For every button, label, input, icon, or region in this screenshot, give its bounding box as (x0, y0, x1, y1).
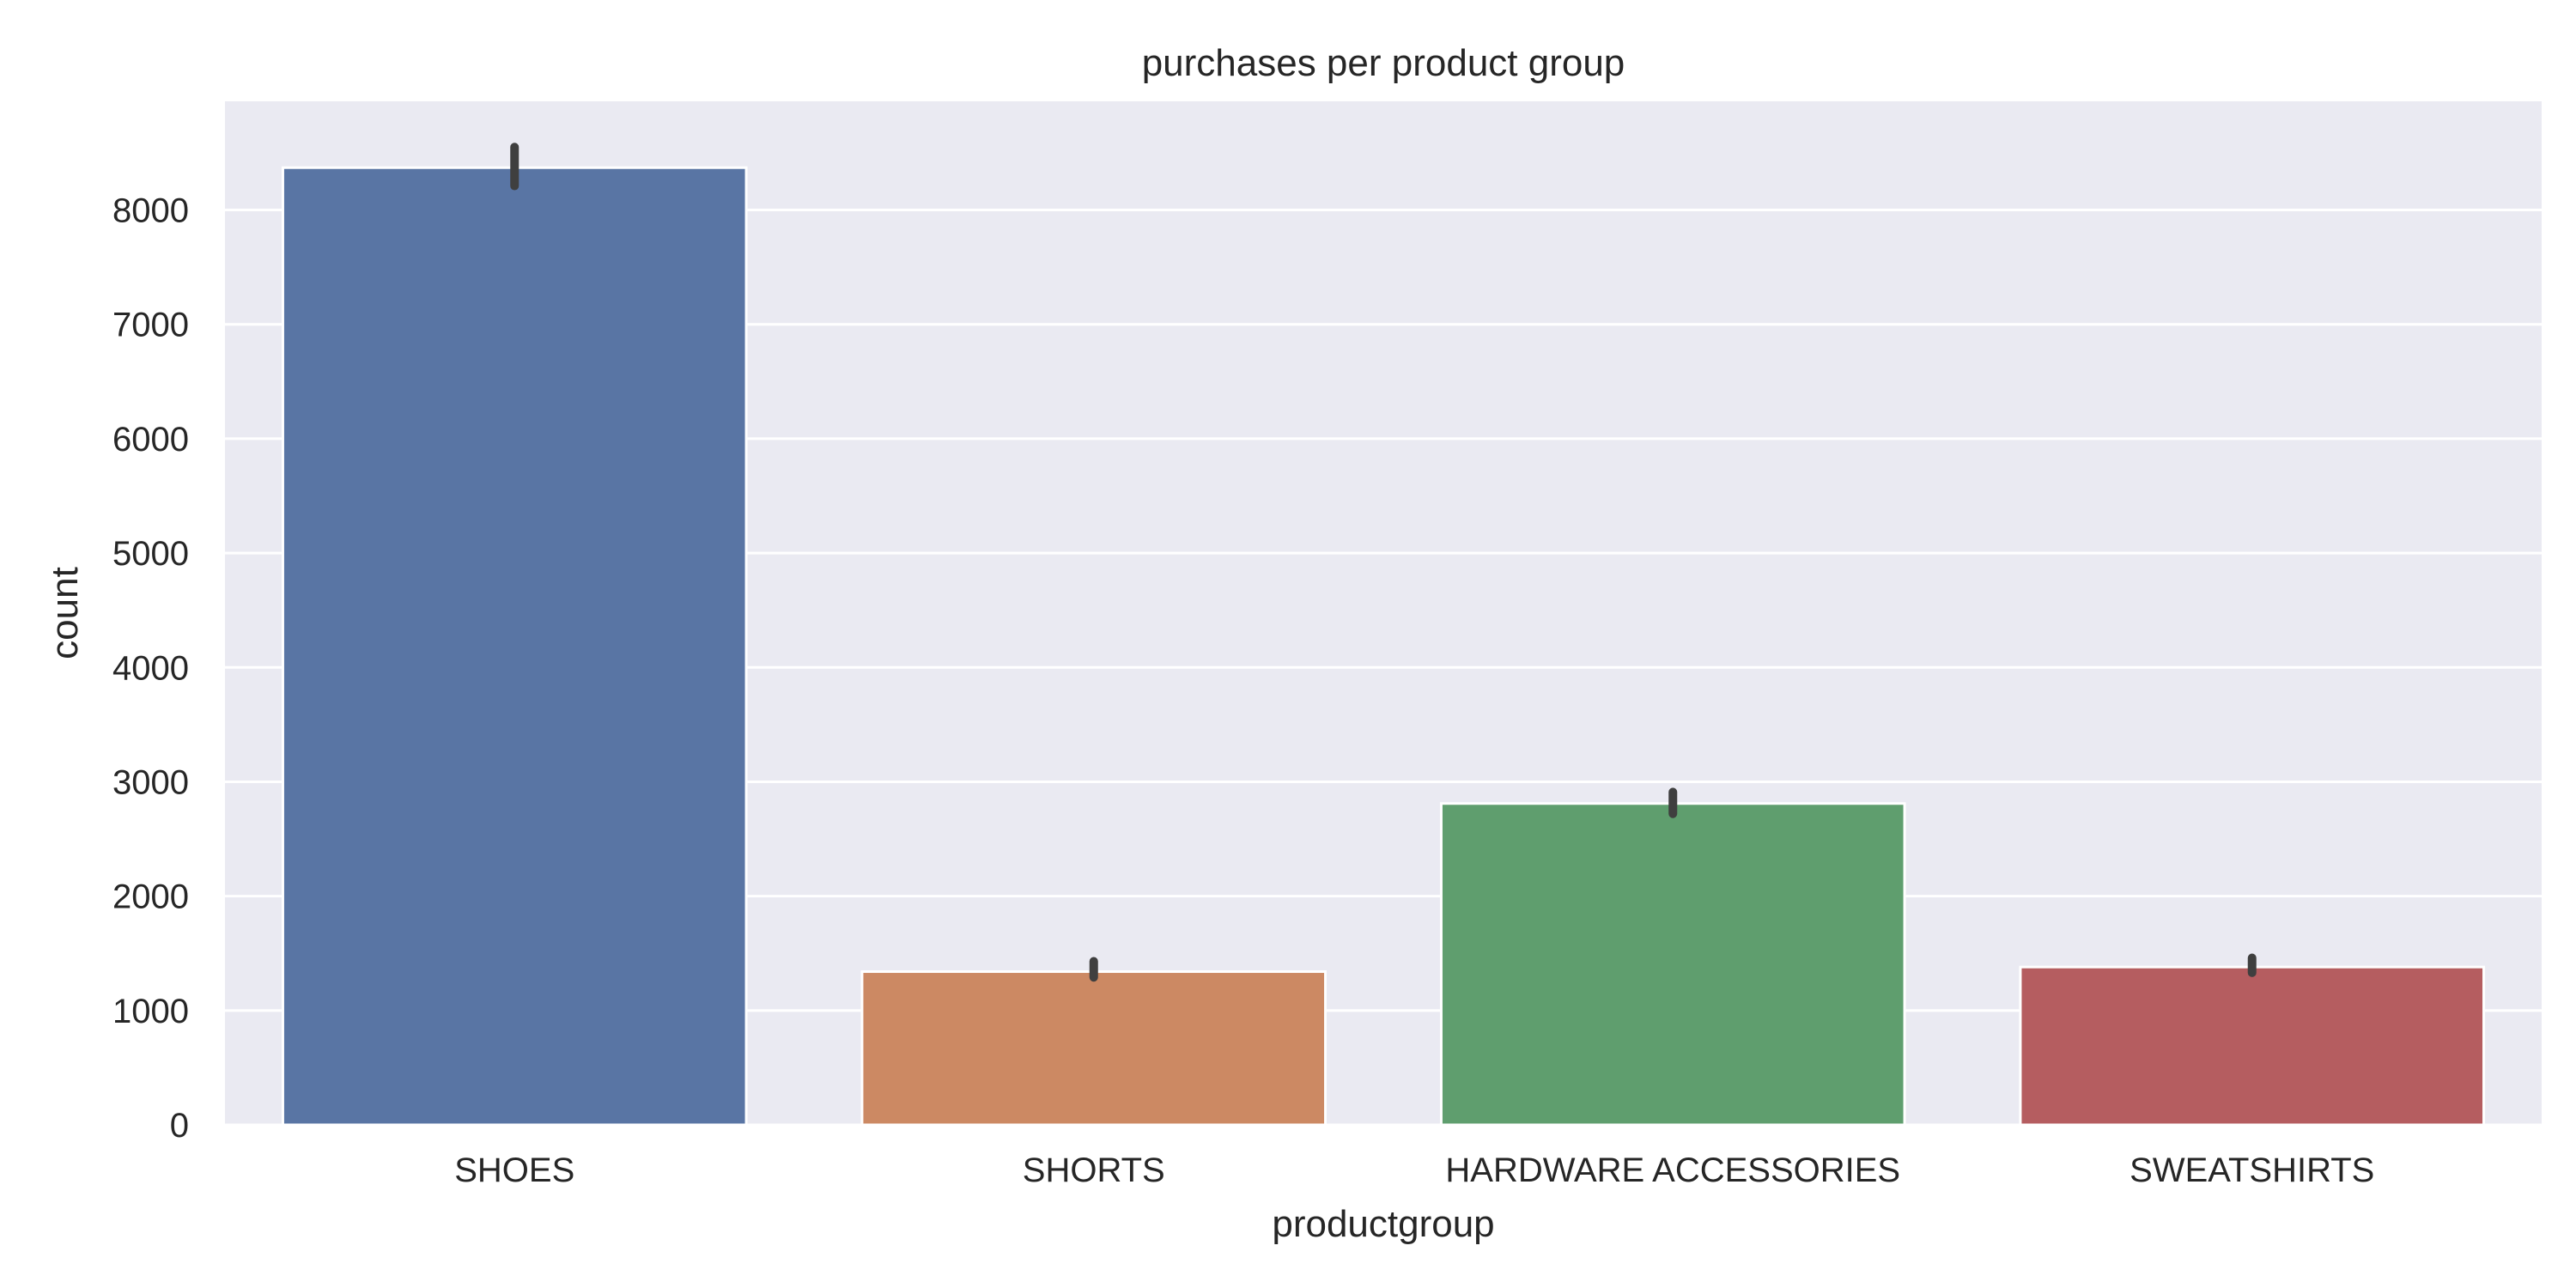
y-tick-label: 1000 (112, 993, 189, 1030)
chart-title: purchases per product group (1142, 42, 1625, 84)
y-tick-label: 3000 (112, 763, 189, 801)
bar-shoes (281, 166, 748, 1127)
y-tick-labels: 0 1000 2000 3000 4000 5000 6000 7000 8000 (112, 192, 189, 1145)
y-tick-label: 5000 (112, 535, 189, 573)
x-tick-label: SWEATSHIRTS (2129, 1151, 2374, 1189)
x-tick-label: SHORTS (1023, 1151, 1165, 1189)
y-axis-label: count (44, 567, 86, 659)
bar-sweatshirts (2019, 965, 2486, 1127)
y-tick-label: 4000 (112, 649, 189, 687)
bars (281, 166, 2486, 1127)
y-tick-label: 2000 (112, 878, 189, 916)
y-tick-label: 7000 (112, 307, 189, 344)
y-tick-label: 6000 (112, 421, 189, 459)
y-tick-label: 0 (170, 1107, 189, 1145)
x-axis-label: productgroup (1272, 1203, 1494, 1245)
x-tick-label: SHOES (454, 1151, 574, 1189)
bar-hardware-accessories (1439, 802, 1906, 1127)
x-tick-label: HARDWARE ACCESSORIES (1445, 1151, 1900, 1189)
y-tick-label: 8000 (112, 192, 189, 230)
error-bars (510, 143, 2257, 982)
bar-shorts (860, 970, 1327, 1127)
x-tick-labels: SHOES SHORTS HARDWARE ACCESSORIES SWEATSHIR… (454, 1151, 2374, 1189)
